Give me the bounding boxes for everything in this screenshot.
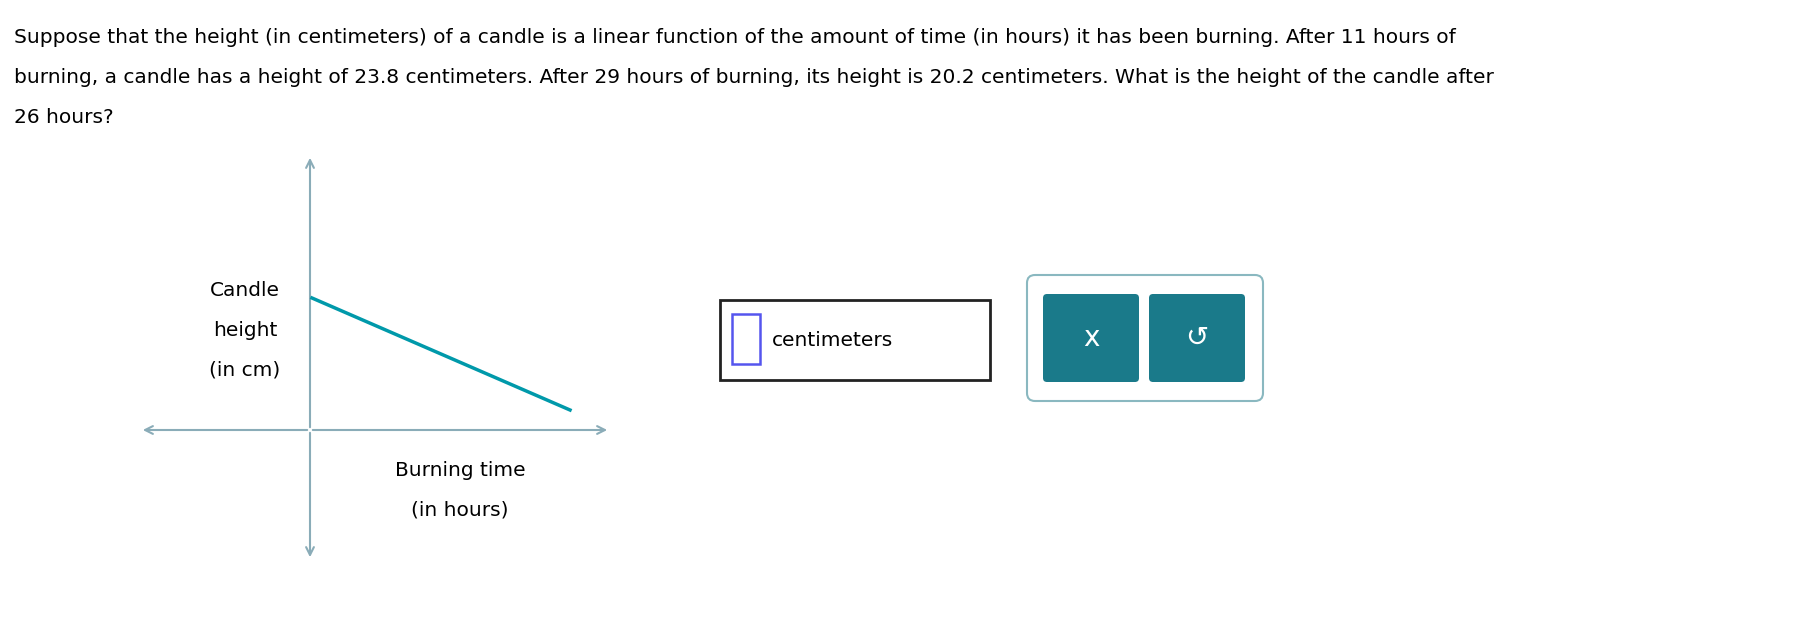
Text: centimeters: centimeters: [772, 331, 893, 349]
Text: Burning time: Burning time: [394, 461, 526, 479]
Text: 26 hours?: 26 hours?: [14, 108, 114, 127]
FancyBboxPatch shape: [1026, 275, 1263, 401]
Text: (in cm): (in cm): [210, 361, 280, 379]
Text: x: x: [1082, 324, 1099, 352]
FancyBboxPatch shape: [1043, 294, 1138, 382]
Text: Candle: Candle: [210, 281, 280, 300]
Text: Suppose that the height (in centimeters) of a candle is a linear function of the: Suppose that the height (in centimeters)…: [14, 28, 1455, 47]
Text: height: height: [213, 321, 276, 339]
Text: burning, a candle has a height of 23.8 centimeters. After 29 hours of burning, i: burning, a candle has a height of 23.8 c…: [14, 68, 1493, 87]
FancyBboxPatch shape: [732, 314, 759, 364]
Text: ↺: ↺: [1185, 324, 1207, 352]
FancyBboxPatch shape: [1149, 294, 1245, 382]
FancyBboxPatch shape: [719, 300, 990, 380]
Text: (in hours): (in hours): [410, 500, 508, 520]
